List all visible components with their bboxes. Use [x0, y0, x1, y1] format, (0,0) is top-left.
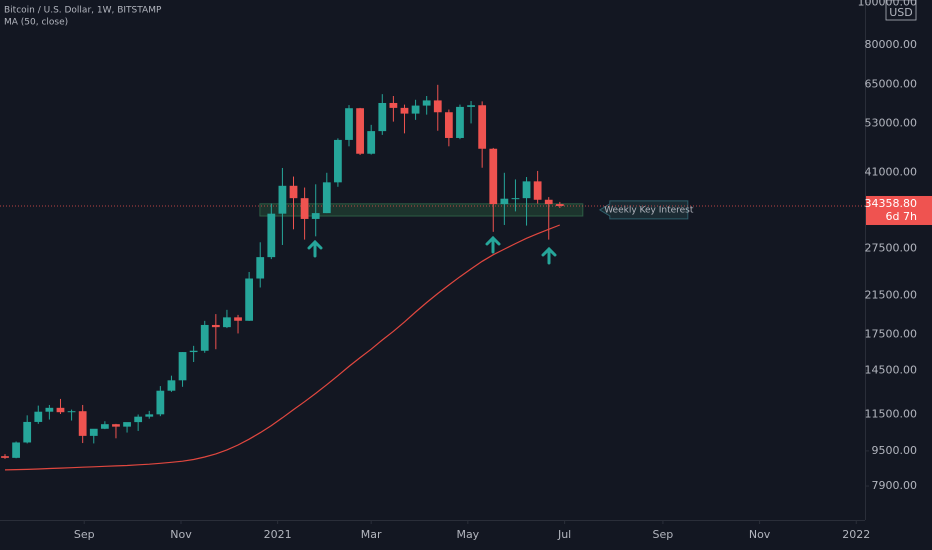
candle-body: [245, 278, 254, 321]
y-tick-label: 27500.00: [865, 241, 918, 254]
candle-body: [456, 106, 464, 138]
candle-body: [56, 407, 65, 413]
candle-body: [311, 213, 320, 219]
countdown-label: 6d 7h: [886, 210, 917, 223]
candle-body: [522, 181, 531, 199]
candle-body: [467, 105, 475, 107]
price-tag-label: 34358.80: [865, 197, 918, 210]
x-tick-label: Sep: [74, 528, 95, 541]
zone-label: Weekly Key Interest: [604, 205, 694, 215]
candle-body: [400, 107, 409, 114]
candle-body: [67, 411, 76, 413]
candle-body: [167, 380, 176, 391]
candle-body: [367, 131, 376, 154]
x-tick-label: May: [456, 528, 479, 541]
y-tick-label: 100000.00: [858, 0, 918, 8]
candle-body: [334, 139, 342, 183]
candle-body: [322, 182, 331, 214]
x-tick-label: Sep: [653, 528, 674, 541]
symbol-title: Bitcoin / U.S. Dollar, 1W, BITSTAMP: [4, 6, 162, 16]
candle-body: [267, 213, 276, 258]
candle-body: [12, 442, 20, 458]
candle-body: [422, 100, 431, 106]
x-tick-label: Nov: [170, 528, 192, 541]
candle-body: [478, 105, 487, 149]
candle-body: [123, 422, 131, 427]
candle-body: [223, 317, 231, 328]
candle-body: [433, 100, 442, 113]
x-tick-label: Mar: [361, 528, 382, 541]
currency-box[interactable]: [885, 0, 917, 21]
candle-body: [100, 424, 109, 429]
key-zone: [259, 203, 584, 217]
candle-body: [178, 352, 187, 381]
candle-body: [112, 424, 120, 427]
candle-body: [345, 108, 353, 140]
zone-callout: [598, 200, 689, 220]
candle-body: [389, 102, 398, 108]
candle-body: [278, 185, 287, 214]
x-tick-label: 2021: [264, 528, 292, 541]
indicator-label: MA (50, close): [4, 18, 68, 28]
plot-area: Weekly Key Interest: [0, 84, 865, 471]
candle-body: [134, 416, 143, 423]
candle-body: [1, 456, 9, 458]
candle-body: [544, 199, 553, 205]
currency-label: USD: [889, 6, 913, 19]
arrow: [307, 235, 557, 265]
candle-body: [89, 428, 98, 436]
price-tag: [866, 195, 932, 225]
y-tick-label: 80000.00: [865, 38, 918, 51]
candle-body: [23, 421, 32, 443]
y-tick-label: 53000.00: [865, 116, 918, 129]
candle-body: [200, 324, 209, 351]
y-tick-label: 17500.00: [865, 328, 918, 341]
x-tick-label: Nov: [749, 528, 771, 541]
candle-body: [289, 185, 298, 199]
candle-body: [555, 204, 564, 206]
candle-body: [145, 414, 154, 417]
candle-body: [34, 411, 43, 422]
y-tick-label: 41000.00: [865, 165, 918, 178]
x-tick-label: Jul: [557, 528, 571, 541]
candle-body: [300, 198, 309, 219]
candle-body: [533, 181, 542, 200]
candle-body: [444, 112, 453, 138]
ma-line: [4, 224, 561, 471]
y-tick-label: 21500.00: [865, 288, 918, 301]
y-tick-label: 65000.00: [865, 78, 918, 91]
y-tick-label: 7900.00: [872, 479, 918, 492]
candle-body: [234, 317, 242, 321]
candle-body: [156, 390, 165, 415]
y-tick-label: 9500.00: [872, 444, 918, 457]
y-tick-label: 14500.00: [865, 363, 918, 376]
candle-body: [256, 257, 265, 279]
x-tick-label: 2022: [842, 528, 870, 541]
candle-body: [211, 324, 220, 328]
candle-body: [356, 108, 364, 154]
candle-body: [78, 411, 87, 436]
candle-body: [500, 198, 509, 205]
candle-body: [378, 102, 387, 132]
y-tick-label: 11500.00: [865, 408, 918, 421]
candle-body: [489, 148, 498, 205]
candle-body: [411, 105, 420, 114]
candle-body: [189, 350, 198, 353]
candle-body: [45, 407, 54, 412]
candle-body: [511, 198, 520, 200]
